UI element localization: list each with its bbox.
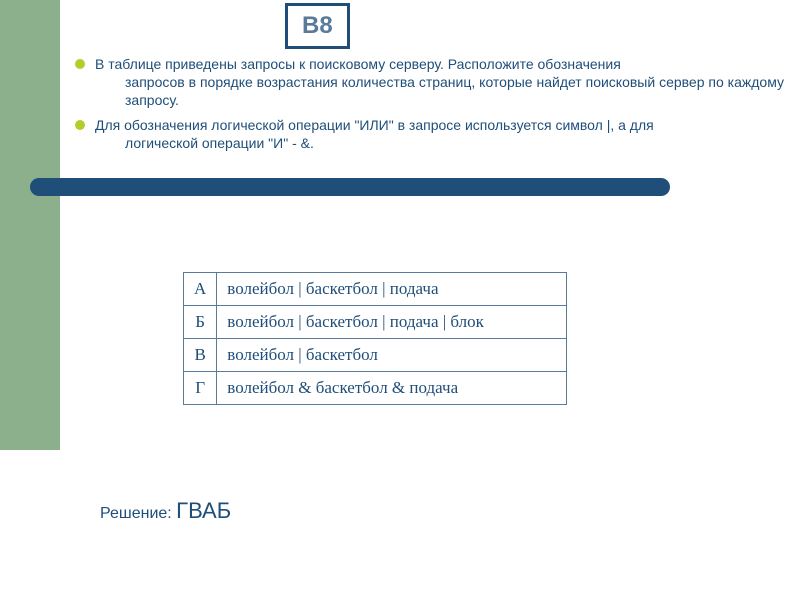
bullet-icon bbox=[75, 59, 85, 69]
row-key: Г bbox=[184, 372, 217, 405]
table-row: А волейбол | баскетбол | подача bbox=[184, 273, 567, 306]
p1-line1: В таблице приведены запросы к поисковому… bbox=[95, 56, 621, 72]
task-badge: В8 bbox=[285, 3, 350, 49]
row-query: волейбол & баскетбол & подача bbox=[217, 372, 567, 405]
row-query: волейбол | баскетбол bbox=[217, 339, 567, 372]
paragraph-1: В таблице приведены запросы к поисковому… bbox=[95, 55, 785, 110]
p2-rest: логической операции "И" - &. bbox=[95, 134, 654, 152]
table-row: Г волейбол & баскетбол & подача bbox=[184, 372, 567, 405]
left-sidebar bbox=[0, 0, 60, 450]
p1-rest: запросов в порядке возрастания количеств… bbox=[95, 73, 785, 109]
bullet-icon bbox=[75, 120, 85, 130]
table-row: Б волейбол | баскетбол | подача | блок bbox=[184, 306, 567, 339]
row-key: Б bbox=[184, 306, 217, 339]
task-badge-label: В8 bbox=[302, 12, 333, 39]
solution-answer: ГВАБ bbox=[176, 498, 231, 523]
p2-line1: Для обозначения логической операции "ИЛИ… bbox=[95, 117, 654, 133]
solution-line: Решение: ГВАБ bbox=[100, 498, 231, 524]
divider-bar bbox=[30, 178, 670, 196]
row-query: волейбол | баскетбол | подача bbox=[217, 273, 567, 306]
task-text: В таблице приведены запросы к поисковому… bbox=[75, 55, 785, 158]
row-key: В bbox=[184, 339, 217, 372]
row-query: волейбол | баскетбол | подача | блок bbox=[217, 306, 567, 339]
query-table: А волейбол | баскетбол | подача Б волейб… bbox=[183, 272, 567, 405]
paragraph-2: Для обозначения логической операции "ИЛИ… bbox=[95, 116, 654, 152]
row-key: А bbox=[184, 273, 217, 306]
table-row: В волейбол | баскетбол bbox=[184, 339, 567, 372]
solution-label: Решение: bbox=[100, 505, 176, 522]
